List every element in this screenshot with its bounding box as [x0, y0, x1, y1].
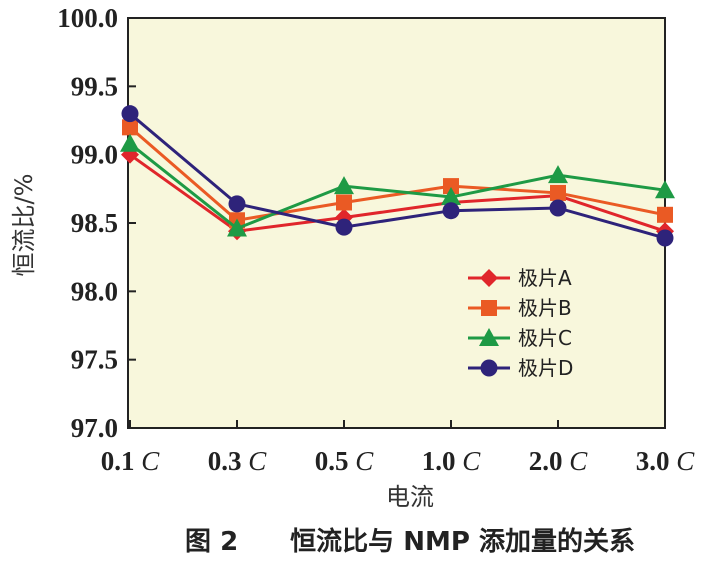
legend-label-0: 极片A	[518, 266, 572, 290]
data-point-1-2	[336, 194, 352, 211]
x-tick-label: 3.0 C	[636, 446, 696, 476]
series-line-1	[129, 126, 666, 222]
data-point-3-4	[549, 199, 567, 217]
y-tick-label: 99.0	[71, 140, 118, 170]
data-point-1-0	[122, 119, 138, 136]
data-point-3-0	[121, 105, 139, 123]
data-point-1-4	[550, 184, 566, 201]
data-point-2-4	[548, 165, 568, 184]
legend-label-1: 极片B	[518, 296, 572, 320]
data-point-3-1	[228, 195, 246, 213]
y-tick-label: 97.0	[71, 413, 118, 443]
data-point-2-5	[655, 180, 675, 199]
x-axis-label: 电流	[386, 483, 434, 511]
y-tick-label: 100.0	[57, 3, 118, 33]
data-point-1-5	[657, 206, 673, 223]
data-point-2-3	[441, 187, 461, 206]
y-tick-label: 98.5	[71, 208, 118, 238]
data-point-3-2	[335, 218, 353, 236]
legend-marker-1	[481, 300, 497, 316]
data-point-2-1	[227, 218, 247, 237]
series-line-0	[129, 153, 666, 233]
legend-marker-2	[479, 328, 499, 346]
data-point-3-5	[656, 229, 674, 247]
plot-area	[127, 17, 666, 429]
legend-marker-0	[480, 269, 498, 287]
series-line-3	[129, 112, 666, 240]
figure-caption: 图 2 恒流比与 NMP 添加量的关系	[185, 526, 635, 557]
x-tick-label: 0.3 C	[208, 446, 268, 476]
data-point-3-3	[442, 202, 460, 220]
legend-label-2: 极片C	[518, 326, 572, 350]
data-point-1-3	[443, 178, 459, 195]
legend-label-3: 极片D	[518, 356, 573, 380]
y-axis-label: 恒流比/%	[10, 174, 38, 277]
series-line-2	[129, 142, 666, 231]
y-tick-label: 97.5	[71, 345, 118, 375]
x-tick-label: 0.1 C	[101, 446, 161, 476]
y-tick-label: 99.5	[71, 71, 118, 101]
x-tick-label: 2.0 C	[529, 446, 589, 476]
y-tick-label: 98.0	[71, 276, 118, 306]
legend-marker-3	[480, 359, 498, 377]
data-point-2-2	[334, 176, 354, 195]
x-tick-label: 0.5 C	[315, 446, 375, 476]
x-tick-label: 1.0 C	[422, 446, 482, 476]
data-point-2-0	[120, 133, 140, 152]
